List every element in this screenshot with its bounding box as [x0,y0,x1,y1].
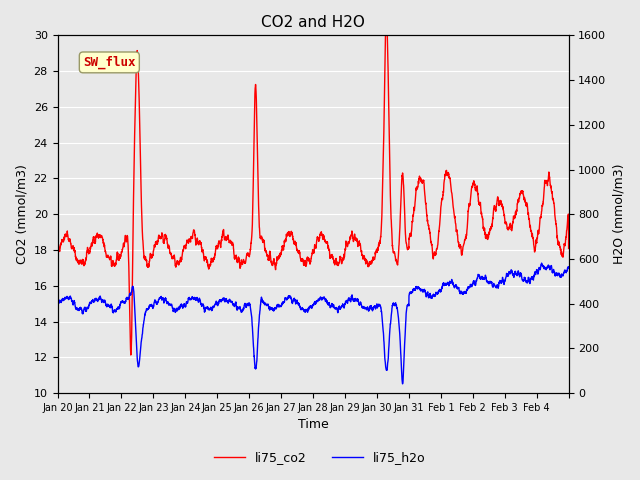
Text: SW_flux: SW_flux [83,56,136,69]
li75_co2 [163,239,171,244]
li75_h2o [363,306,371,312]
li75_co2 [564,246,572,252]
li75_h2o [196,299,204,304]
li75_co2 [363,259,371,264]
li75_co2 [564,211,572,217]
li75_co2 [372,249,380,254]
Title: CO2 and H2O: CO2 and H2O [261,15,365,30]
li75_h2o [516,271,524,276]
li75_h2o [163,300,171,305]
li75_co2 [196,240,204,246]
Line: li75_co2: li75_co2 [58,20,568,355]
li75_h2o [564,264,572,270]
Legend: li75_co2, li75_h2o: li75_co2, li75_h2o [209,446,431,469]
li75_co2 [127,352,134,358]
li75_h2o [54,299,61,305]
li75_co2 [54,242,61,248]
Y-axis label: CO2 (mmol/m3): CO2 (mmol/m3) [15,164,28,264]
li75_h2o [399,381,406,387]
X-axis label: Time: Time [298,419,328,432]
Line: li75_h2o: li75_h2o [58,263,568,384]
li75_co2 [516,192,524,197]
li75_h2o [372,306,380,312]
Y-axis label: H2O (mmol/m3): H2O (mmol/m3) [612,164,625,264]
li75_h2o [538,260,545,266]
li75_co2 [383,17,390,23]
li75_h2o [564,264,572,270]
